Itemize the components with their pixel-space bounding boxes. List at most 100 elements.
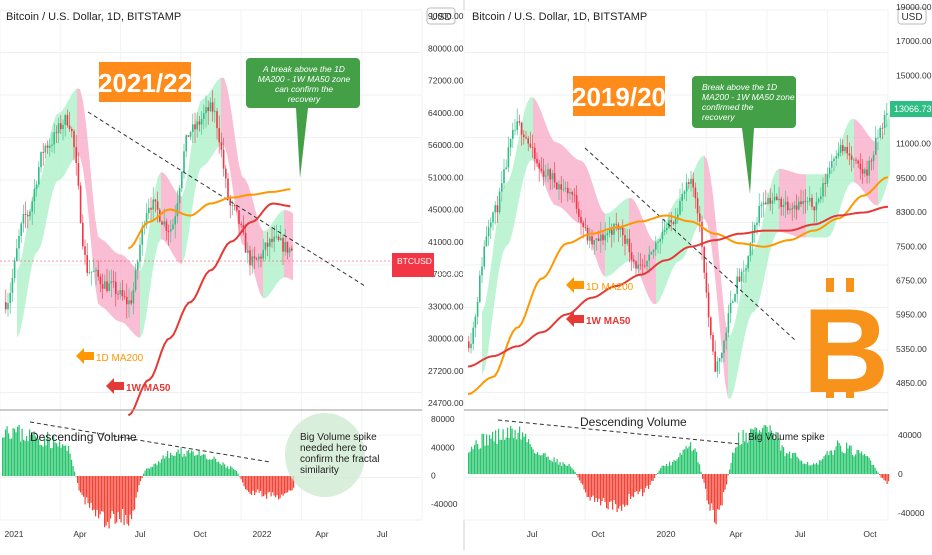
candle-body xyxy=(813,206,815,211)
right-ma50-label: 1W MA50 xyxy=(566,311,631,327)
volume-bar xyxy=(150,466,152,476)
candle-body xyxy=(729,302,732,314)
volume-bar xyxy=(255,476,257,493)
right-volume-bars xyxy=(468,425,890,525)
ma-band-segment xyxy=(41,165,44,246)
ma-band-segment xyxy=(743,266,746,344)
left-price-axis-label: 27200.00 xyxy=(428,366,464,376)
volume-bar xyxy=(92,476,94,511)
volume-bar xyxy=(874,467,876,474)
ma-band-segment xyxy=(818,174,821,238)
volume-bar xyxy=(813,463,815,474)
candle-body xyxy=(496,205,499,213)
candle-body xyxy=(734,293,736,302)
candle-body xyxy=(20,223,22,236)
candle-body xyxy=(547,169,549,176)
volume-bar xyxy=(128,476,130,526)
volume-bar xyxy=(528,439,530,474)
candle-body xyxy=(255,258,258,260)
candle-body xyxy=(277,236,280,241)
ma-band-segment xyxy=(839,139,842,213)
left-price-axis-label: 64000.00 xyxy=(428,108,464,118)
ma-band-segment xyxy=(635,201,638,271)
ma-band-segment xyxy=(572,155,575,222)
volume-bar xyxy=(552,461,554,474)
volume-bar xyxy=(155,463,157,476)
volume-bar xyxy=(51,447,53,476)
candle-body xyxy=(756,222,758,226)
right-price-tag: 13066.73 xyxy=(890,101,932,117)
right-price-axis-label: 11000.00 xyxy=(896,139,931,149)
volume-bar xyxy=(657,472,659,474)
volume-bar xyxy=(600,474,602,506)
volume-bar xyxy=(468,452,470,474)
candle-body xyxy=(93,271,95,273)
candle-body xyxy=(716,361,719,372)
ma-band-segment xyxy=(491,242,494,330)
candle-body xyxy=(817,198,820,202)
left-time-axis-label: Apr xyxy=(73,529,86,539)
volume-bar xyxy=(730,462,732,474)
candle-body xyxy=(492,212,494,223)
right-price-axis-label: 5350.00 xyxy=(896,344,927,354)
ma-band-segment xyxy=(107,243,110,315)
volume-bar xyxy=(787,454,789,474)
candle-body xyxy=(712,334,714,352)
volume-bar xyxy=(231,467,233,476)
volume-bar xyxy=(478,449,480,474)
left-currency-box[interactable] xyxy=(426,7,456,25)
volume-bar xyxy=(9,438,11,476)
volume-bar xyxy=(751,429,753,474)
volume-bar xyxy=(69,453,71,476)
volume-bar xyxy=(816,462,818,474)
volume-bar xyxy=(492,431,494,474)
volume-bar xyxy=(200,455,202,476)
volume-bar xyxy=(544,453,546,474)
volume-bar xyxy=(555,462,557,474)
right-currency-box[interactable] xyxy=(897,7,927,25)
left-volume-note: Big Volume spike needed here to confirm th… xyxy=(300,432,379,476)
volume-bar xyxy=(98,476,100,519)
volume-bar xyxy=(480,448,482,474)
candle-body xyxy=(844,147,846,152)
ma-band-segment xyxy=(863,127,866,195)
ma-band-segment xyxy=(860,123,863,191)
volume-bar xyxy=(101,476,103,512)
candle-body xyxy=(512,129,514,139)
candle-body xyxy=(11,278,14,293)
volume-bar xyxy=(135,476,137,498)
left-volume-axis-label: -40000 xyxy=(431,499,458,509)
left-time-axis-label: Apr xyxy=(315,529,328,539)
volume-bar xyxy=(792,453,794,474)
candle-body xyxy=(826,173,829,184)
volume-bar xyxy=(257,476,259,490)
candle-body xyxy=(853,159,855,161)
volume-bar xyxy=(837,440,839,474)
ma-band-segment xyxy=(887,111,890,185)
volume-bar xyxy=(871,464,873,474)
right-price-axis-label: 17000.00 xyxy=(896,36,932,46)
volume-bar xyxy=(186,450,188,476)
volume-bar xyxy=(119,476,121,520)
volume-bar xyxy=(654,474,656,478)
bitcoin-logo-bar-top-right xyxy=(846,278,854,292)
candle-body xyxy=(549,169,551,180)
candle-body xyxy=(846,147,848,154)
volume-bar xyxy=(820,460,822,474)
ma-band-segment xyxy=(167,176,170,250)
volume-bar xyxy=(666,464,668,474)
volume-bar xyxy=(634,474,636,492)
volume-bar xyxy=(66,450,68,476)
right-price-axis-label: 9500.00 xyxy=(896,173,927,183)
volume-bar xyxy=(733,453,735,474)
volume-bar xyxy=(81,476,83,495)
candle-body xyxy=(55,132,58,134)
volume-bar xyxy=(264,476,266,495)
volume-bar xyxy=(825,454,827,474)
candle-body xyxy=(518,121,521,123)
candle-body xyxy=(99,276,102,285)
candle-body xyxy=(692,178,694,188)
volume-bar xyxy=(684,449,686,474)
ma-band-segment xyxy=(95,217,98,304)
right-time-axis-label: Jul xyxy=(527,529,538,539)
